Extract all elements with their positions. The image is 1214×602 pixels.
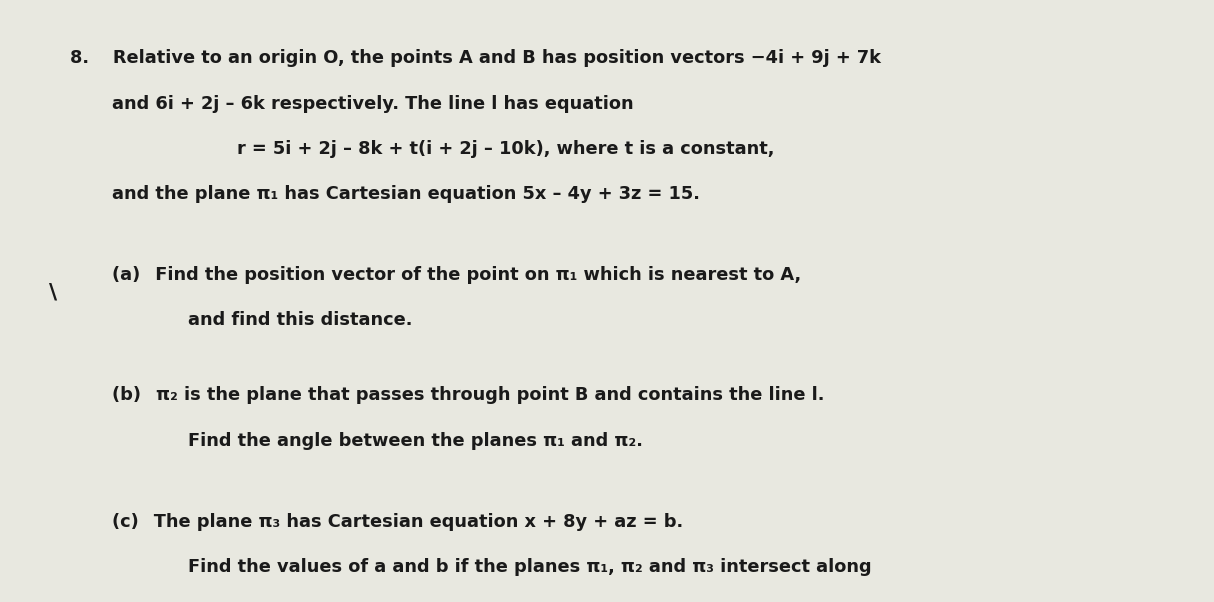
Text: (b)  π₂ is the plane that passes through point B and contains the line l.: (b) π₂ is the plane that passes through … xyxy=(112,386,824,405)
Text: and 6i + 2j – 6k respectively. The line l has equation: and 6i + 2j – 6k respectively. The line … xyxy=(112,95,634,113)
Text: Find the angle between the planes π₁ and π₂.: Find the angle between the planes π₁ and… xyxy=(188,432,643,450)
Text: and find this distance.: and find this distance. xyxy=(188,311,413,329)
Text: and the plane π₁ has Cartesian equation 5x – 4y + 3z = 15.: and the plane π₁ has Cartesian equation … xyxy=(112,185,699,203)
Text: \: \ xyxy=(49,283,57,303)
Text: Find the values of a and b if the planes π₁, π₂ and π₃ intersect along: Find the values of a and b if the planes… xyxy=(188,558,872,576)
Text: 8.  Relative to an origin O, the points A and B has position vectors −4i + 9j + : 8. Relative to an origin O, the points A… xyxy=(70,49,881,67)
Text: r = 5i + 2j – 8k + t(i + 2j – 10k), where t is a constant,: r = 5i + 2j – 8k + t(i + 2j – 10k), wher… xyxy=(237,140,775,158)
Text: (a)  Find the position vector of the point on π₁ which is nearest to A,: (a) Find the position vector of the poin… xyxy=(112,266,801,284)
Text: (c)  The plane π₃ has Cartesian equation x + 8y + az = b.: (c) The plane π₃ has Cartesian equation … xyxy=(112,513,682,531)
